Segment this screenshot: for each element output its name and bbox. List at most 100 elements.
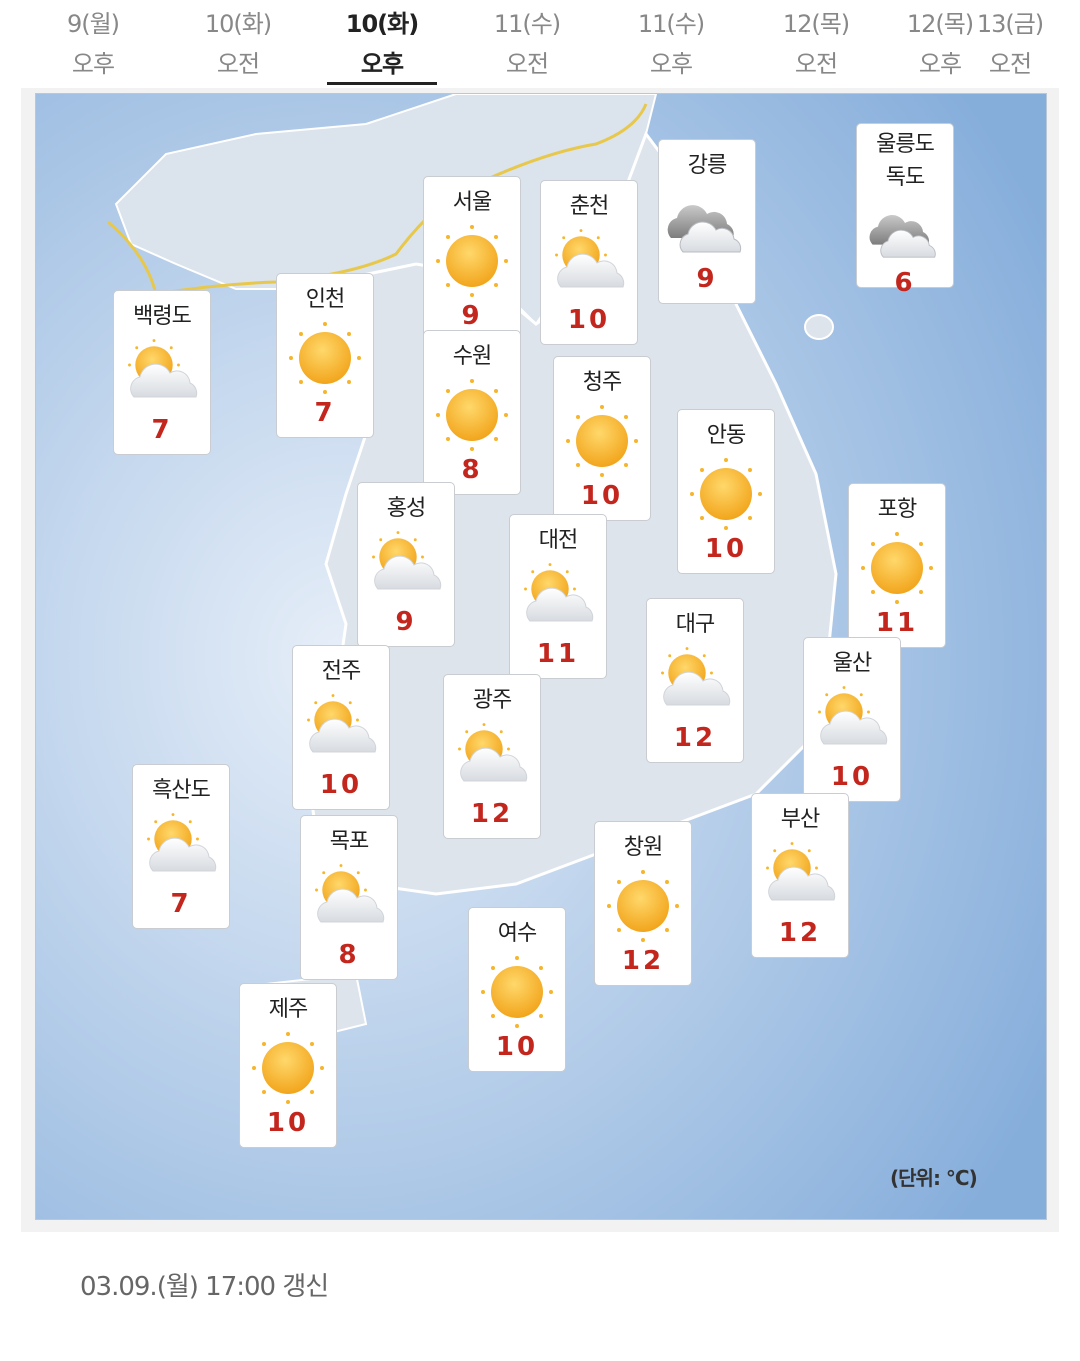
weather-icon bbox=[307, 860, 391, 940]
updated-time: 03.09.(월) 17:00 갱신 bbox=[80, 1272, 329, 1302]
city-name: 흑산도 bbox=[152, 778, 211, 803]
temperature: 8 bbox=[338, 940, 360, 970]
tab-period: 오전 bbox=[988, 50, 1032, 78]
weather-icon bbox=[139, 809, 223, 889]
temperature: 12 bbox=[470, 799, 514, 829]
tab-period: 오전 bbox=[505, 50, 549, 78]
city-name: 울산 bbox=[832, 651, 872, 676]
tab[interactable]: 12(목) 오전 bbox=[746, 4, 886, 84]
temperature: 8 bbox=[461, 455, 483, 485]
weather-icon bbox=[364, 527, 448, 607]
city-name: 전주 bbox=[321, 659, 361, 684]
city-card: 창원 12 bbox=[594, 821, 692, 986]
tab[interactable]: 12(목) 오후 bbox=[890, 4, 990, 84]
city-card: 수원 8 bbox=[423, 330, 521, 495]
tab[interactable]: 11(수) 오전 bbox=[457, 4, 597, 84]
city-card: 제주 10 bbox=[239, 983, 337, 1148]
tab[interactable]: 11(수) 오후 bbox=[601, 4, 741, 84]
temperature: 10 bbox=[266, 1108, 310, 1138]
city-card: 백령도 7 bbox=[113, 290, 211, 455]
weather-icon bbox=[430, 221, 514, 301]
city-card: 서울 9 bbox=[423, 176, 521, 341]
temperature: 10 bbox=[580, 481, 624, 511]
city-name: 광주 bbox=[472, 688, 512, 713]
city-name: 인천 bbox=[305, 287, 345, 312]
temperature: 9 bbox=[696, 264, 718, 294]
weather-icon bbox=[560, 401, 644, 481]
city-name: 대구 bbox=[675, 612, 715, 637]
city-card: 울릉도 독도 6 bbox=[856, 123, 954, 298]
city-name: 서울 bbox=[452, 190, 492, 215]
city-card: 대전 11 bbox=[509, 514, 607, 679]
temperature: 12 bbox=[673, 723, 717, 753]
temperature: 10 bbox=[495, 1032, 539, 1062]
city-name: 백령도 bbox=[133, 304, 192, 329]
temperature: 10 bbox=[567, 305, 611, 335]
temperature: 7 bbox=[151, 415, 173, 445]
city-name: 창원 bbox=[623, 835, 663, 860]
tab-date: 13(금) bbox=[976, 10, 1044, 38]
city-name: 안동 bbox=[706, 423, 746, 448]
weather-icon bbox=[516, 559, 600, 639]
city-card: 부산 12 bbox=[751, 793, 849, 958]
tab-date: 11(수) bbox=[637, 10, 705, 38]
temperature: 11 bbox=[875, 608, 919, 638]
tab-date: 12(목) bbox=[782, 10, 850, 38]
city-card: 청주 10 bbox=[553, 356, 651, 521]
tab-period: 오후 bbox=[649, 50, 693, 78]
city-card: 울산 10 bbox=[803, 637, 901, 802]
temperature: 11 bbox=[536, 639, 580, 669]
city-card: 포항 11 bbox=[848, 483, 946, 648]
tab[interactable]: 10(화) 오전 bbox=[168, 4, 308, 84]
tab-period: 오후 bbox=[360, 50, 404, 78]
city-name: 청주 bbox=[582, 370, 622, 395]
city-card: 안동 10 bbox=[677, 409, 775, 574]
tab-date: 9(월) bbox=[66, 10, 120, 38]
weather-icon bbox=[810, 682, 894, 762]
city-card: 강릉 9 bbox=[658, 139, 756, 304]
weather-icon bbox=[430, 375, 514, 455]
city-name: 목포 bbox=[329, 829, 369, 854]
tab-active[interactable]: 10(화) 오후 bbox=[312, 4, 452, 84]
city-card: 목포 8 bbox=[300, 815, 398, 980]
weather-icon bbox=[869, 214, 936, 258]
city-name: 수원 bbox=[452, 344, 492, 369]
unit-label: (단위: °C) bbox=[890, 1166, 978, 1190]
weather-icon bbox=[547, 225, 631, 305]
weather-icon bbox=[299, 690, 383, 770]
city-card: 홍성 9 bbox=[357, 482, 455, 647]
weather-icon bbox=[475, 952, 559, 1032]
weather-icon bbox=[283, 318, 367, 398]
tab[interactable]: 13(금) 오전 bbox=[960, 4, 1060, 84]
temperature: 10 bbox=[830, 762, 874, 792]
city-card: 춘천 10 bbox=[540, 180, 638, 345]
tab-period: 오후 bbox=[71, 50, 115, 78]
weather-icon bbox=[450, 719, 534, 799]
tab-period: 오전 bbox=[794, 50, 838, 78]
city-name: 울릉도 독도 bbox=[876, 132, 935, 190]
tab-date: 10(화) bbox=[204, 10, 272, 38]
tab-date: 10(화) bbox=[345, 10, 419, 38]
temperature: 10 bbox=[319, 770, 363, 800]
tab[interactable]: 9(월) 오후 bbox=[23, 4, 163, 84]
weather-icon bbox=[667, 204, 742, 253]
city-name: 대전 bbox=[538, 528, 578, 553]
temperature: 7 bbox=[170, 889, 192, 919]
city-name: 홍성 bbox=[386, 496, 426, 521]
tab-date: 11(수) bbox=[493, 10, 561, 38]
temperature: 6 bbox=[894, 268, 916, 298]
city-card: 여수 10 bbox=[468, 907, 566, 1072]
city-name: 부산 bbox=[780, 807, 820, 832]
city-card: 인천 7 bbox=[276, 273, 374, 438]
weather-icon bbox=[855, 528, 939, 608]
city-name: 제주 bbox=[268, 997, 308, 1022]
temperature: 9 bbox=[461, 301, 483, 331]
weather-icon bbox=[246, 1028, 330, 1108]
weather-icon bbox=[601, 866, 685, 946]
temperature: 9 bbox=[395, 607, 417, 637]
tab-date: 12(목) bbox=[906, 10, 974, 38]
tab-underline bbox=[327, 82, 437, 85]
city-name: 춘천 bbox=[569, 194, 609, 219]
city-card: 흑산도 7 bbox=[132, 764, 230, 929]
